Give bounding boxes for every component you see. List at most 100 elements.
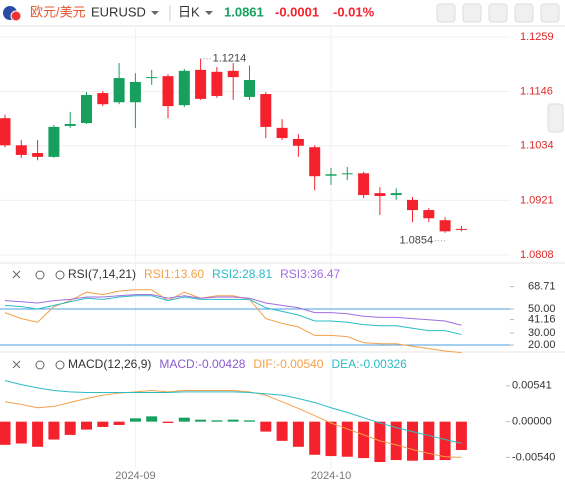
macd-bar (0, 421, 11, 445)
candle-body (455, 228, 467, 230)
candle-body (97, 93, 109, 105)
pair-name[interactable]: 欧元/美元 (30, 4, 86, 19)
candle-body (309, 147, 321, 177)
tool-button[interactable] (514, 3, 534, 23)
legend-entry: RSI1:13.60 (144, 267, 204, 281)
macd-bar (113, 421, 125, 425)
candle-body (423, 210, 435, 219)
x-tick-label: 2024-10 (311, 470, 351, 482)
rsi-line (4, 295, 462, 335)
macd-bar (211, 420, 223, 422)
candle-body (32, 153, 44, 157)
candle-body (276, 127, 288, 139)
candle-body (374, 193, 386, 197)
macd-bar (455, 421, 467, 450)
candle-body (341, 173, 353, 175)
candle-body (81, 95, 92, 124)
change-pct: -0.01% (333, 4, 375, 19)
tool-button[interactable] (436, 3, 456, 23)
tool-button[interactable] (488, 3, 508, 23)
rsi-line (4, 294, 462, 326)
macd-bar (48, 421, 60, 440)
macd-bar (276, 421, 288, 441)
candle-body (260, 94, 272, 127)
candle-body (195, 69, 207, 99)
y-tick-label: 20.00 (528, 339, 556, 351)
candle-body (48, 126, 60, 157)
side-button[interactable] (547, 103, 564, 133)
legend-entry: RSI3:36.47 (280, 267, 340, 281)
candle-body (211, 71, 223, 96)
candle-body (227, 70, 239, 78)
rsi-line (4, 289, 462, 354)
settings-icon[interactable] (35, 270, 45, 280)
macd-bar (97, 421, 109, 427)
tool-button[interactable] (540, 3, 560, 23)
settings-icon[interactable] (35, 360, 45, 370)
dropdown-arrow[interactable] (151, 11, 159, 15)
macd-bar (81, 421, 92, 430)
y-tick-label: 30.00 (528, 327, 556, 339)
macd-bar (260, 421, 272, 432)
annotation: 1.0854 (399, 235, 433, 247)
y-tick-label: 0.00000 (512, 416, 552, 428)
candle-body (15, 145, 27, 155)
macd-bar (244, 420, 255, 422)
panel-icons (12, 270, 65, 370)
eye-icon[interactable] (55, 270, 65, 280)
symbol[interactable]: EURUSD (91, 4, 146, 19)
macd-bar (162, 421, 174, 423)
macd-bar (439, 421, 451, 461)
macd-bar (227, 419, 239, 422)
legend-entry: DEA:-0.00326 (331, 357, 407, 371)
macd-line (4, 380, 462, 444)
y-tick-label: 68.71 (528, 280, 556, 292)
tool-button[interactable] (462, 3, 482, 23)
macd-bar (15, 421, 27, 444)
y-tick-label: 1.0808 (520, 249, 554, 261)
candle-body (0, 118, 11, 146)
candle-body (113, 78, 125, 103)
candle-body (358, 173, 370, 196)
macd-bar (129, 418, 141, 422)
eye-icon[interactable] (55, 360, 65, 370)
y-tick-label: 41.16 (528, 314, 556, 326)
candle-body (146, 77, 158, 79)
legend-entry: DIF:-0.00540 (253, 357, 323, 371)
annotation: 1.1214 (213, 53, 247, 65)
macd-bar (146, 416, 158, 422)
macd-bar (325, 421, 337, 457)
y-tick-label: 1.1259 (520, 31, 554, 43)
macd-bar (292, 421, 304, 447)
candle-body (325, 174, 337, 176)
y-tick-label: -0.00540 (512, 451, 555, 463)
macd-bar (32, 421, 44, 447)
candle-body (292, 138, 304, 146)
toolbar (436, 3, 564, 133)
macd-bar (195, 419, 207, 422)
panel-title: RSI(7,14,21) (68, 267, 136, 281)
period[interactable]: 日K (178, 4, 200, 19)
macd-bar (178, 417, 190, 422)
candle-body (64, 124, 76, 126)
close-icon[interactable] (12, 360, 21, 369)
macd-bar (423, 421, 435, 461)
macd-bar (390, 421, 402, 461)
close-icon[interactable] (12, 270, 21, 279)
candle-body (407, 199, 418, 211)
y-tick-label: 1.1146 (520, 86, 553, 98)
candle-body (129, 81, 141, 103)
candle-body (390, 193, 402, 196)
candle-body (178, 70, 190, 106)
macd-bar (407, 421, 418, 461)
y-tick-label: 50.00 (528, 303, 556, 315)
y-tick-label: 0.00541 (512, 380, 552, 392)
macd-bar (309, 421, 321, 455)
change: -0.0001 (275, 4, 319, 19)
macd-bar (341, 421, 353, 457)
y-tick-label: 1.1034 (520, 140, 554, 152)
dropdown-arrow[interactable] (205, 11, 213, 15)
macd-line (4, 390, 462, 458)
